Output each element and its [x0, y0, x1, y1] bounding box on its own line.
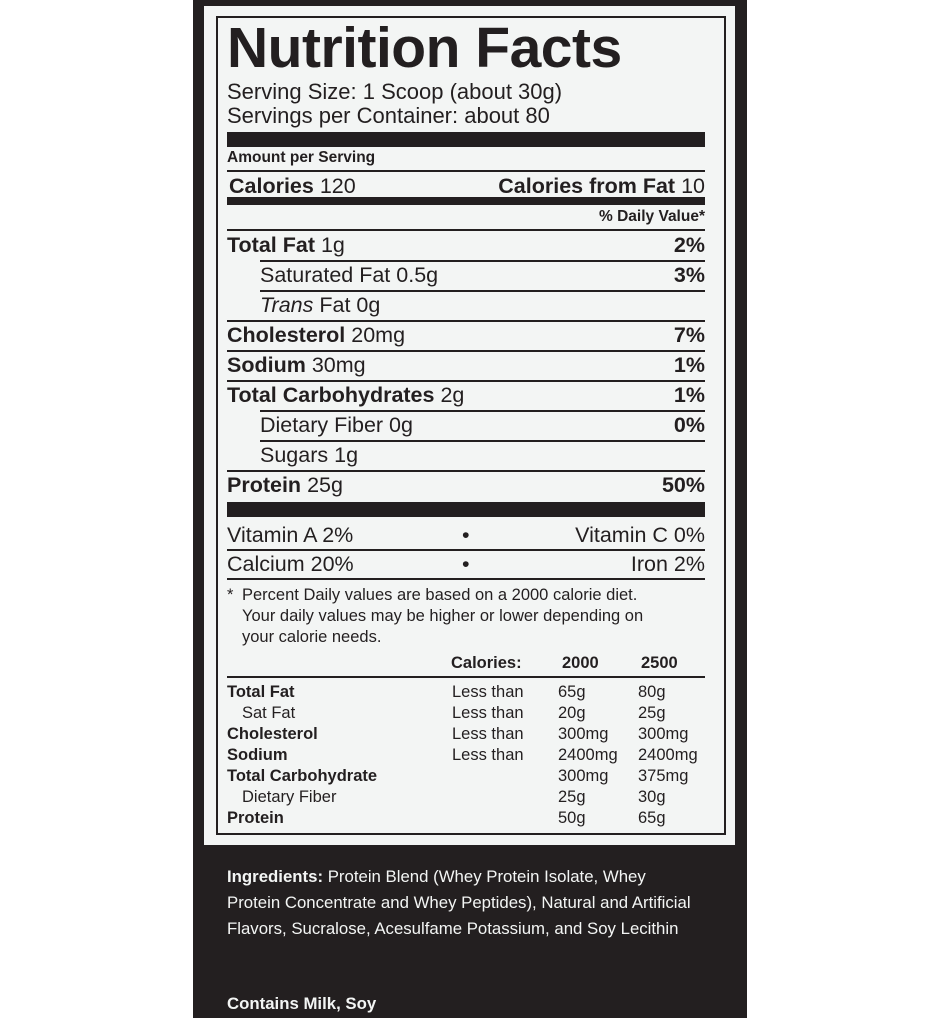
ref-table-cell: Less than	[452, 704, 524, 722]
ref-table-cell: Total Fat	[227, 683, 295, 701]
nutrient-row: Saturated Fat 0.5g	[260, 263, 439, 287]
ref-table-cell: 80g	[638, 683, 666, 701]
ref-table-cell: Less than	[452, 746, 524, 764]
nutrient-row: Total Fat 1g	[227, 233, 345, 257]
ref-table-cell: Cholesterol	[227, 725, 318, 743]
nutrient-daily-value: 1%	[673, 383, 705, 407]
ref-header-2000: 2000	[562, 654, 599, 672]
ref-table-cell: Dietary Fiber	[242, 788, 337, 806]
nutrient-row: Trans Fat 0g	[260, 293, 381, 317]
nutrient-daily-value: 50%	[661, 473, 705, 497]
ref-table-cell: 65g	[558, 683, 586, 701]
nutrient-row: Sugars 1g	[260, 443, 359, 467]
ref-table-cell: 25g	[638, 704, 666, 722]
divider	[227, 170, 705, 172]
ref-table-cell: 20g	[558, 704, 586, 722]
allergens: Contains Milk, Soy	[227, 994, 377, 1013]
ref-table-cell: Less than	[452, 683, 524, 701]
footnote-line: Your daily values may be higher or lower…	[242, 607, 644, 625]
serving-size: Serving Size: 1 Scoop (about 30g)	[227, 79, 563, 104]
nutrient-daily-value: 0%	[673, 413, 705, 437]
thick-divider	[227, 197, 705, 205]
calories: Calories 120	[229, 174, 356, 198]
nutrition-facts-border	[216, 16, 726, 835]
divider	[260, 440, 705, 442]
footnote-line: Percent Daily values are based on a 2000…	[242, 586, 638, 604]
daily-value-header: % Daily Value*	[599, 208, 705, 225]
ref-table-cell: 65g	[638, 809, 666, 827]
calcium: Calcium 20%	[227, 552, 354, 576]
ref-table-cell: 300mg	[558, 767, 609, 785]
ref-table-cell: 2400mg	[638, 746, 698, 764]
divider	[227, 380, 705, 382]
footnote-asterisk: *	[227, 586, 234, 604]
ref-table-cell: 300mg	[638, 725, 689, 743]
iron: Iron 2%	[630, 552, 705, 576]
divider	[260, 290, 705, 292]
ref-header-calories: Calories:	[451, 654, 522, 672]
nutrient-daily-value: 2%	[673, 233, 705, 257]
divider	[227, 320, 705, 322]
nutrient-row: Dietary Fiber 0g	[260, 413, 413, 437]
thick-divider	[227, 502, 705, 517]
bullet: •	[462, 523, 470, 547]
ref-table-cell: 50g	[558, 809, 586, 827]
divider	[227, 350, 705, 352]
divider	[260, 260, 705, 262]
ref-table-cell: 375mg	[638, 767, 689, 785]
ref-table-cell: Less than	[452, 725, 524, 743]
nutrient-row: Total Carbohydrates 2g	[227, 383, 465, 407]
nutrient-row: Cholesterol 20mg	[227, 323, 406, 347]
divider	[227, 549, 705, 551]
divider	[227, 578, 705, 580]
bullet: •	[462, 552, 470, 576]
ref-table-cell: 30g	[638, 788, 666, 806]
ref-table-cell: 25g	[558, 788, 586, 806]
divider	[227, 470, 705, 472]
title: Nutrition Facts	[227, 16, 622, 80]
divider	[227, 229, 705, 231]
servings-per-container: Servings per Container: about 80	[227, 103, 550, 128]
ref-header-2500: 2500	[641, 654, 678, 672]
ref-table-cell: Protein	[227, 809, 284, 827]
ref-table-cell: Total Carbohydrate	[227, 767, 378, 785]
thick-divider	[227, 132, 705, 147]
nutrient-daily-value: 7%	[673, 323, 705, 347]
nutrient-daily-value: 3%	[673, 263, 705, 287]
nutrient-row: Protein 25g	[227, 473, 343, 497]
ref-table-cell: 2400mg	[558, 746, 618, 764]
ref-table-cell: Sodium	[227, 746, 288, 764]
ref-table-cell: 300mg	[558, 725, 609, 743]
divider	[260, 410, 705, 412]
vitamin-a: Vitamin A 2%	[227, 523, 354, 547]
amount-per-serving: Amount per Serving	[227, 149, 376, 166]
footnote-line: your calorie needs.	[242, 628, 382, 646]
calories-from-fat: Calories from Fat 10	[498, 174, 705, 198]
ingredients: Ingredients: Protein Blend (Whey Protein…	[227, 867, 691, 938]
nutrient-daily-value: 1%	[673, 353, 705, 377]
nutrient-row: Sodium 30mg	[227, 353, 366, 377]
vitamin-c: Vitamin C 0%	[575, 523, 705, 547]
ref-table-cell: Sat Fat	[242, 704, 296, 722]
divider	[227, 676, 705, 678]
